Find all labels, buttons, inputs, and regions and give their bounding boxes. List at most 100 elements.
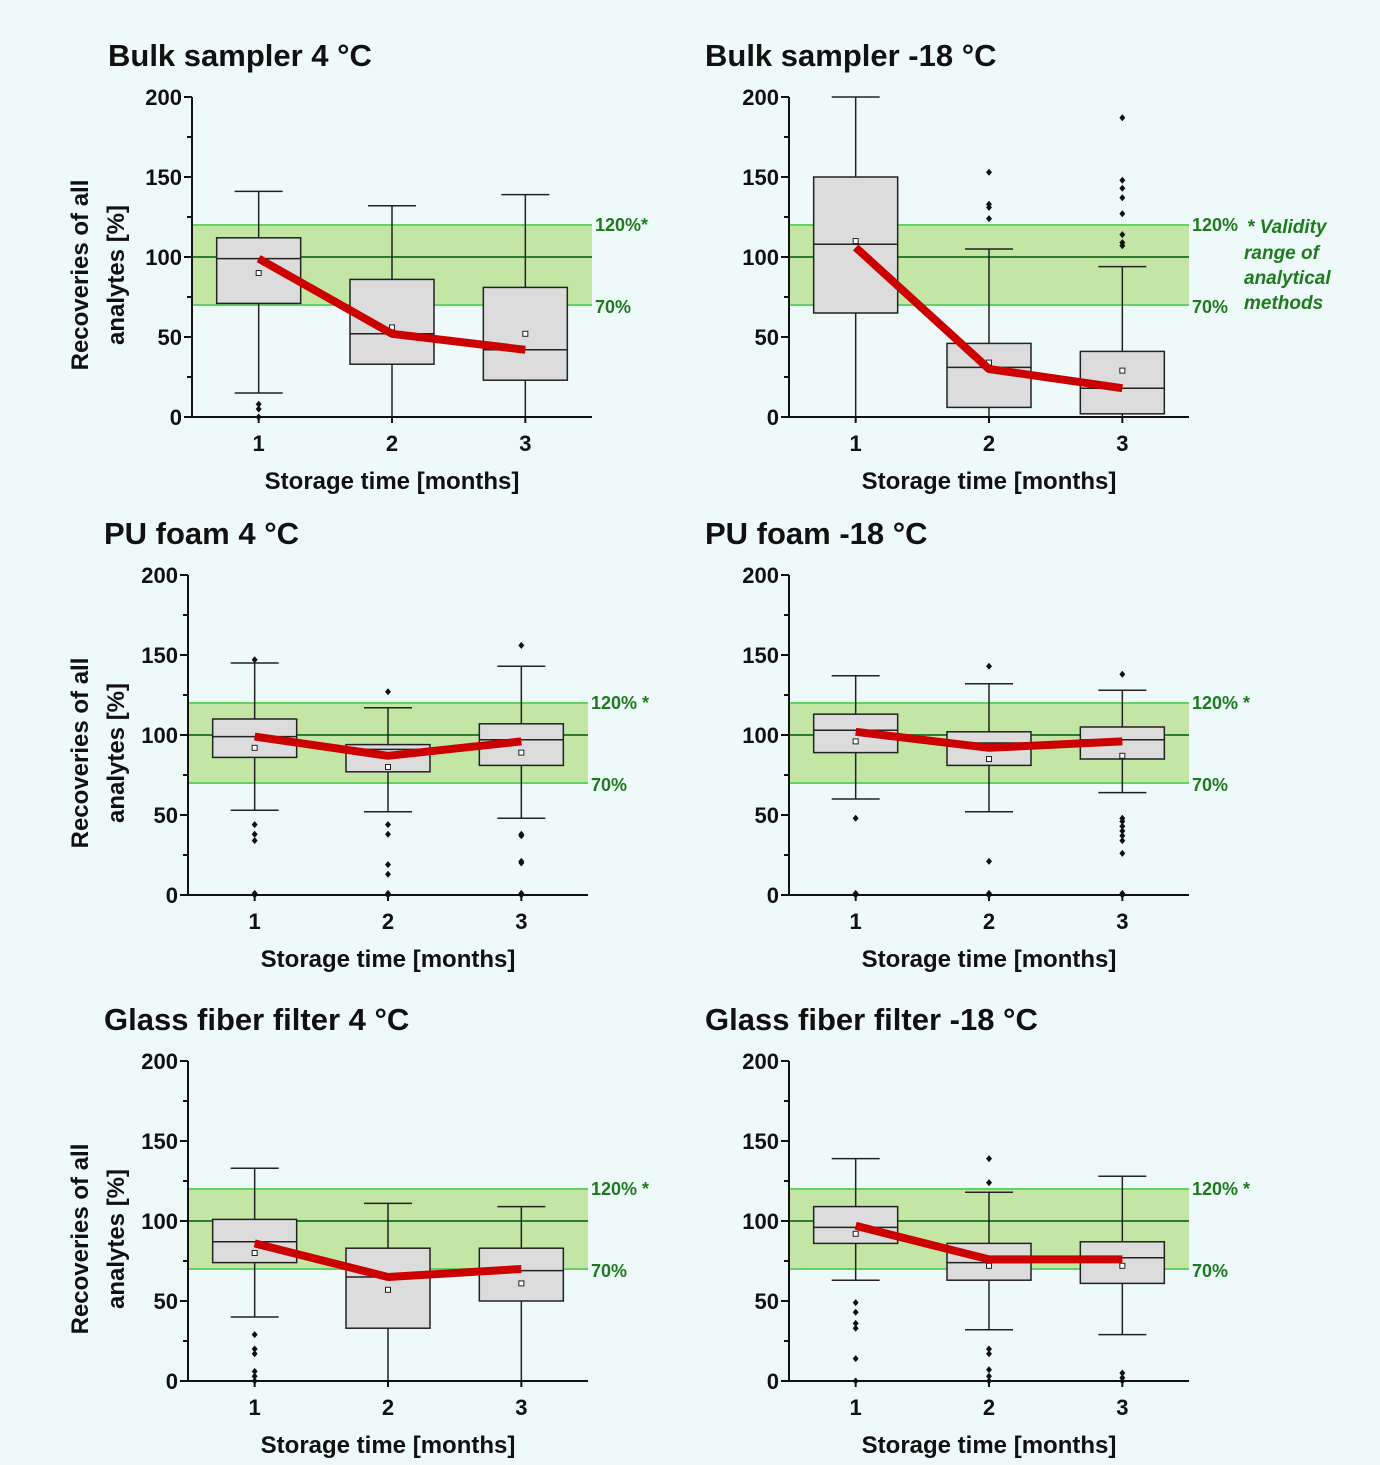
y-tick-label: 50 <box>154 1289 178 1314</box>
y-tick-label: 0 <box>767 1369 779 1394</box>
x-tick-label: 2 <box>983 909 995 934</box>
median-trend-line <box>253 1239 522 1281</box>
x-axis-title: Storage time [months] <box>265 468 520 495</box>
outlier-point <box>251 1350 258 1358</box>
band-lower-label: 70% <box>591 1261 627 1281</box>
y-tick-label: 150 <box>141 643 178 668</box>
mean-marker <box>522 330 529 337</box>
outlier-point <box>251 837 258 845</box>
outlier-point <box>852 1355 859 1363</box>
outlier-point <box>251 830 258 838</box>
outlier-point <box>1119 1374 1126 1382</box>
median-trend-line <box>852 244 1123 393</box>
x-tick-label: 1 <box>850 431 862 456</box>
band-lower-label: 70% <box>1192 1261 1228 1281</box>
x-axis-title: Storage time [months] <box>862 1432 1117 1459</box>
chart-panel-5: Glass fiber filter 4 °C 120% * 70% 0 50 100 15… <box>67 1002 649 1459</box>
median-trend-line <box>854 1221 1123 1264</box>
y-axis-title: analytes [%] <box>103 205 130 345</box>
outlier-point <box>986 1366 992 1374</box>
box-1 <box>812 96 899 418</box>
x-tick-label: 3 <box>515 1395 527 1420</box>
outlier-point <box>518 641 525 649</box>
x-tick-label: 3 <box>1116 1395 1128 1420</box>
x-tick-label: 3 <box>1116 431 1128 456</box>
band-upper-label: 120% * <box>591 1179 649 1199</box>
outlier-point <box>852 1299 859 1307</box>
y-tick-label: 200 <box>141 563 178 588</box>
y-tick-label: 50 <box>755 1289 779 1314</box>
x-tick-label: 2 <box>382 909 394 934</box>
band-lower-label: 70% <box>1192 297 1228 317</box>
y-tick-label: 150 <box>145 165 182 190</box>
validity-note-line: * Validity <box>1247 217 1328 238</box>
chart-panel-6: Glass fiber filter -18 °C 120% * 70% 0 50 100… <box>705 1002 1250 1459</box>
outlier-point <box>251 1372 258 1380</box>
x-tick-label: 2 <box>386 431 398 456</box>
outlier-point <box>986 168 992 176</box>
outlier-point <box>255 400 262 408</box>
y-tick-label: 50 <box>755 325 779 350</box>
x-tick-label: 3 <box>515 909 527 934</box>
x-tick-label: 1 <box>253 431 265 456</box>
x-axis-title: Storage time [months] <box>261 1432 516 1459</box>
x-tick-label: 1 <box>850 1395 862 1420</box>
iqr-box <box>211 1218 298 1264</box>
band-upper-label: 120% <box>1192 215 1238 235</box>
box-3 <box>1079 114 1166 418</box>
outlier-point <box>852 1324 859 1332</box>
band-upper-label: 120%* <box>595 215 648 235</box>
x-tick-label: 2 <box>983 431 995 456</box>
y-tick-label: 0 <box>767 883 779 908</box>
mean-marker <box>518 1280 525 1287</box>
band-upper-label: 120% * <box>1192 693 1250 713</box>
outlier-point <box>986 1155 992 1163</box>
x-axis-title: Storage time [months] <box>261 946 516 973</box>
outlier-point <box>986 662 992 670</box>
outlier-point <box>1119 670 1126 678</box>
iqr-box <box>812 1205 899 1245</box>
y-tick-label: 150 <box>742 165 779 190</box>
chart-panel-4: PU foam -18 °C 120% * 70% 0 50 100 150 200 1 2 3 St… <box>705 516 1250 973</box>
outlier-point <box>385 821 391 829</box>
outlier-point <box>986 1345 992 1353</box>
y-tick-label: 100 <box>742 1209 779 1234</box>
x-axis-title: Storage time [months] <box>862 946 1117 973</box>
y-axis-title: Recoveries of all <box>67 180 94 371</box>
x-tick-label: 1 <box>249 1395 261 1420</box>
y-tick-label: 200 <box>742 1049 779 1074</box>
outlier-point <box>986 1350 992 1358</box>
y-tick-label: 200 <box>742 563 779 588</box>
outlier-point <box>385 688 391 696</box>
outlier-point <box>251 1367 258 1375</box>
panel-title: PU foam 4 °C <box>104 516 299 551</box>
panel-title: Glass fiber filter -18 °C <box>705 1002 1038 1037</box>
y-tick-label: 0 <box>170 405 182 430</box>
iqr-box <box>812 176 899 314</box>
mean-marker <box>852 238 859 244</box>
outlier-point <box>251 821 258 829</box>
x-axis-title: Storage time [months] <box>862 468 1117 495</box>
band-lower-label: 70% <box>1192 775 1228 795</box>
band-lower-label: 70% <box>595 297 631 317</box>
band-upper-label: 120% * <box>1192 1179 1250 1199</box>
mean-marker <box>385 1286 391 1293</box>
panel-title: Bulk sampler 4 °C <box>108 38 372 73</box>
panel-title: PU foam -18 °C <box>705 516 928 551</box>
y-tick-label: 100 <box>742 723 779 748</box>
panel-title: Glass fiber filter 4 °C <box>104 1002 409 1037</box>
outlier-point <box>852 1308 859 1316</box>
outlier-point <box>1119 194 1126 202</box>
y-tick-label: 100 <box>145 245 182 270</box>
outlier-point <box>251 1331 258 1339</box>
outlier-point <box>1119 832 1126 840</box>
y-tick-label: 150 <box>742 643 779 668</box>
mean-marker <box>1119 752 1126 759</box>
validity-note-line: analytical <box>1244 268 1331 289</box>
y-tick-label: 100 <box>141 723 178 748</box>
outlier-point <box>1119 239 1126 247</box>
y-tick-label: 100 <box>141 1209 178 1234</box>
chart-panel-1: Bulk sampler 4 °C 120%* 70% 0 50 100 150 200 1 2 3… <box>67 38 648 495</box>
median-trend-line <box>855 727 1123 752</box>
median-trend-line <box>254 732 522 760</box>
